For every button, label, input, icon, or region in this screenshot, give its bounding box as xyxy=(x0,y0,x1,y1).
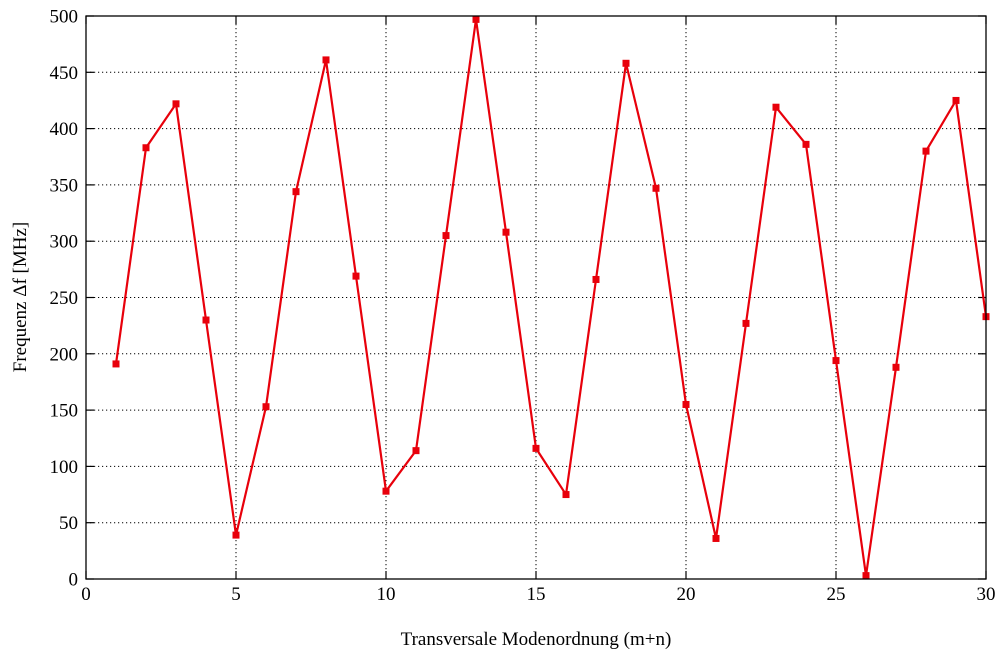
y-tick-label: 250 xyxy=(50,288,79,309)
data-point xyxy=(742,319,750,327)
x-tick-label: 25 xyxy=(827,584,846,605)
data-point xyxy=(562,491,570,499)
data-point xyxy=(472,15,480,23)
data-point xyxy=(652,184,660,192)
data-point xyxy=(712,534,720,542)
data-point xyxy=(412,447,420,455)
y-tick-labels: 0 50 100 150 200 250 300 350 400 450 500 xyxy=(50,7,79,591)
grid-lines xyxy=(86,16,986,579)
data-point xyxy=(532,444,540,452)
data-point xyxy=(922,147,930,155)
x-tick-label: 30 xyxy=(977,584,996,605)
y-tick-label: 0 xyxy=(69,570,79,591)
x-tick-label: 5 xyxy=(231,584,241,605)
x-tick-labels: 0 5 10 15 20 25 30 xyxy=(81,584,995,605)
x-tick-label: 10 xyxy=(377,584,396,605)
x-tick-label: 20 xyxy=(677,584,696,605)
data-point xyxy=(802,140,810,148)
y-tick-label: 100 xyxy=(50,457,79,478)
data-point xyxy=(592,275,600,283)
data-point xyxy=(262,403,270,411)
y-tick-label: 200 xyxy=(50,344,79,365)
plot-frame xyxy=(85,15,987,580)
data-point xyxy=(772,103,780,111)
data-point xyxy=(172,100,180,108)
y-axis-label: Frequenz Δf [MHz] xyxy=(10,222,31,372)
data-point xyxy=(442,232,450,240)
data-point xyxy=(892,363,900,371)
data-point xyxy=(622,59,630,67)
data-point xyxy=(382,487,390,495)
series-line xyxy=(114,18,988,577)
y-tick-label: 300 xyxy=(50,232,79,253)
y-tick-label: 400 xyxy=(50,119,79,140)
data-series xyxy=(112,15,990,580)
data-point xyxy=(682,400,690,408)
data-point xyxy=(322,56,330,64)
data-point xyxy=(862,572,870,580)
data-point xyxy=(202,316,210,324)
data-point xyxy=(832,357,840,365)
x-tick-label: 0 xyxy=(81,584,91,605)
data-point xyxy=(352,272,360,280)
data-point xyxy=(112,360,120,368)
data-point xyxy=(952,96,960,104)
y-tick-label: 50 xyxy=(59,513,78,534)
x-axis-label: Transversale Modenordnung (m+n) xyxy=(401,629,672,650)
data-point xyxy=(142,144,150,152)
y-tick-label: 450 xyxy=(50,63,79,84)
data-point xyxy=(502,228,510,236)
x-tick-label: 15 xyxy=(527,584,546,605)
data-point xyxy=(232,531,240,539)
y-tick-label: 500 xyxy=(50,7,79,28)
data-point xyxy=(292,188,300,196)
y-tick-label: 350 xyxy=(50,175,79,196)
y-tick-label: 150 xyxy=(50,401,79,422)
